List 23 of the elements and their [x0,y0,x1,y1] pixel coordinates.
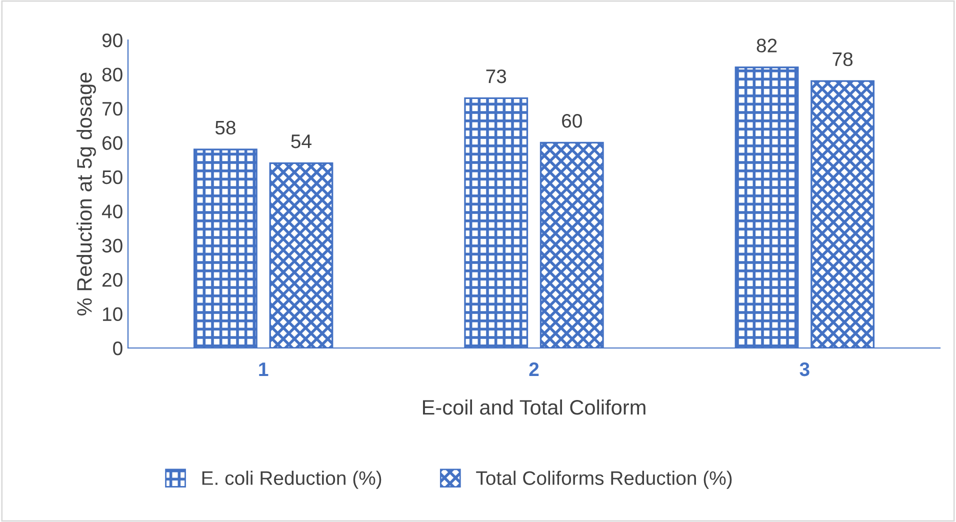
y-tick-label: 30 [102,238,122,253]
y-tick-label: 40 [102,204,122,218]
x-tick-label: 2 [529,362,539,376]
y-tick-label: 90 [102,33,122,48]
y-axis-title: % Reduction at 5g dosage [76,72,96,316]
data-label: 54 [291,134,312,148]
data-label: 60 [562,114,582,128]
x-tick-label: 3 [800,362,810,376]
x-axis-title: E-coil and Total Coliform [423,399,646,415]
legend-label: Total Coliforms Reduction (%) [476,470,732,489]
data-label: 82 [756,38,777,52]
y-tick-label: 0 [113,341,122,356]
x-tick-label: 1 [259,362,268,376]
y-tick-label: 70 [102,102,122,116]
y-tick-label: 20 [102,273,122,287]
y-tick-label: 50 [102,170,122,184]
legend-label: E. coli Reduction (%) [202,470,382,489]
y-tick-label: 10 [102,307,122,322]
y-tick-label: 80 [102,68,122,82]
data-label: 58 [215,120,236,135]
y-tick-label: 60 [102,136,122,150]
data-label: 78 [832,52,853,66]
data-label: 73 [486,69,506,84]
